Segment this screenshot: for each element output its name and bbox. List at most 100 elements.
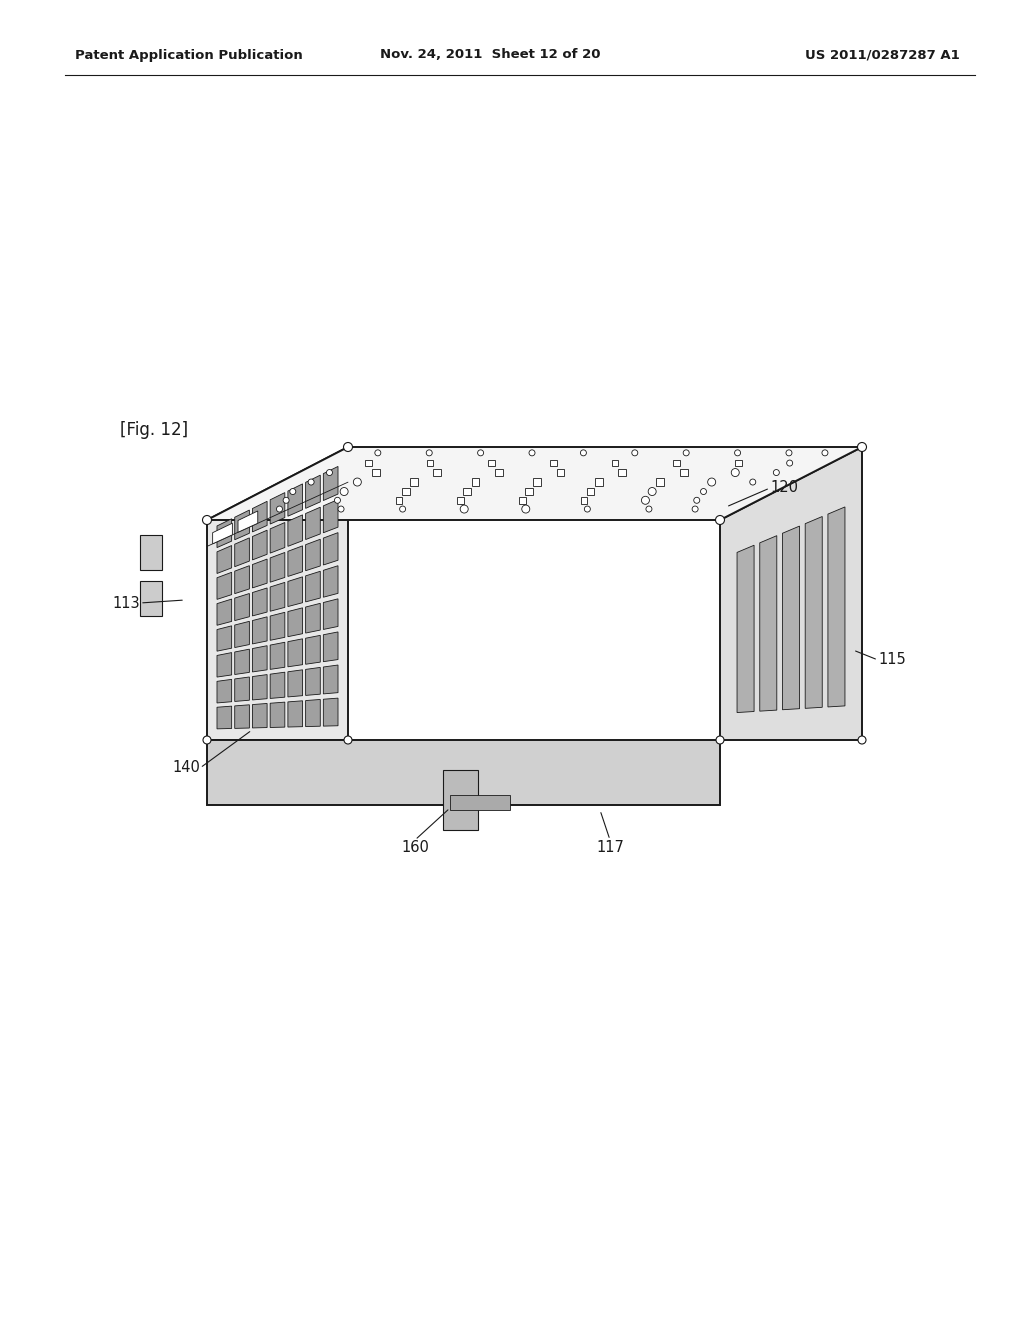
Circle shape [716,737,724,744]
Polygon shape [234,677,250,701]
Polygon shape [288,639,302,667]
Polygon shape [270,672,285,698]
Polygon shape [324,632,338,661]
Text: 115: 115 [878,652,906,668]
Polygon shape [217,599,231,626]
Circle shape [734,450,740,455]
Polygon shape [217,626,231,651]
Polygon shape [217,545,231,573]
Circle shape [786,450,792,455]
Polygon shape [472,478,479,486]
Polygon shape [550,459,557,466]
Polygon shape [735,459,741,466]
Polygon shape [324,665,338,694]
Polygon shape [234,537,250,566]
Polygon shape [288,484,302,516]
Circle shape [693,498,699,503]
Polygon shape [587,487,594,495]
Polygon shape [372,469,380,477]
Polygon shape [395,498,402,504]
Polygon shape [305,668,321,696]
Circle shape [700,488,707,495]
Polygon shape [305,475,321,508]
Polygon shape [410,478,418,486]
Circle shape [327,470,333,475]
Polygon shape [496,469,503,477]
Polygon shape [270,702,285,727]
Polygon shape [305,635,321,664]
Polygon shape [234,510,250,540]
Text: 120: 120 [770,480,798,495]
Polygon shape [238,511,258,532]
Polygon shape [534,478,541,486]
Polygon shape [253,560,267,587]
Text: Patent Application Publication: Patent Application Publication [75,49,303,62]
Polygon shape [488,459,495,466]
Polygon shape [401,487,410,495]
Polygon shape [305,700,321,726]
Polygon shape [737,545,754,713]
Polygon shape [253,675,267,700]
Polygon shape [253,645,267,672]
Polygon shape [207,741,720,805]
Polygon shape [464,487,471,495]
Polygon shape [324,599,338,630]
Polygon shape [270,553,285,582]
Polygon shape [217,519,231,548]
Polygon shape [234,649,250,675]
Polygon shape [674,459,680,466]
Circle shape [708,478,716,486]
Polygon shape [656,478,665,486]
Circle shape [683,450,689,455]
Bar [140,581,162,615]
Polygon shape [324,499,338,533]
Polygon shape [427,459,433,466]
Circle shape [343,442,352,451]
Circle shape [477,450,483,455]
Polygon shape [288,607,302,636]
Polygon shape [519,498,525,504]
Text: 117: 117 [596,840,624,855]
Circle shape [692,506,698,512]
Circle shape [375,450,381,455]
Polygon shape [760,536,777,711]
Polygon shape [618,469,626,477]
Polygon shape [680,469,688,477]
Polygon shape [234,566,250,594]
Circle shape [276,506,283,512]
Polygon shape [270,643,285,669]
Circle shape [335,498,340,503]
Polygon shape [324,466,338,500]
Text: 160: 160 [401,840,429,855]
Circle shape [203,516,212,524]
Polygon shape [288,669,302,697]
Polygon shape [305,603,321,634]
Circle shape [641,496,649,504]
Circle shape [426,450,432,455]
Text: [Fig. 12]: [Fig. 12] [120,421,188,440]
Polygon shape [581,498,587,504]
Polygon shape [253,502,267,532]
Polygon shape [217,680,231,704]
Polygon shape [450,795,510,810]
Polygon shape [270,492,285,524]
Text: Nov. 24, 2011  Sheet 12 of 20: Nov. 24, 2011 Sheet 12 of 20 [380,49,600,62]
Polygon shape [217,652,231,677]
Polygon shape [288,546,302,577]
Polygon shape [253,587,267,616]
Polygon shape [324,533,338,565]
Bar [140,535,162,569]
Circle shape [632,450,638,455]
Polygon shape [217,573,231,599]
Polygon shape [234,622,250,648]
Polygon shape [253,704,267,727]
Circle shape [858,737,866,744]
Polygon shape [557,469,564,477]
Polygon shape [270,582,285,611]
Circle shape [857,442,866,451]
Polygon shape [828,507,845,708]
Circle shape [344,737,352,744]
Polygon shape [234,705,250,729]
Circle shape [353,478,361,486]
Circle shape [529,450,535,455]
